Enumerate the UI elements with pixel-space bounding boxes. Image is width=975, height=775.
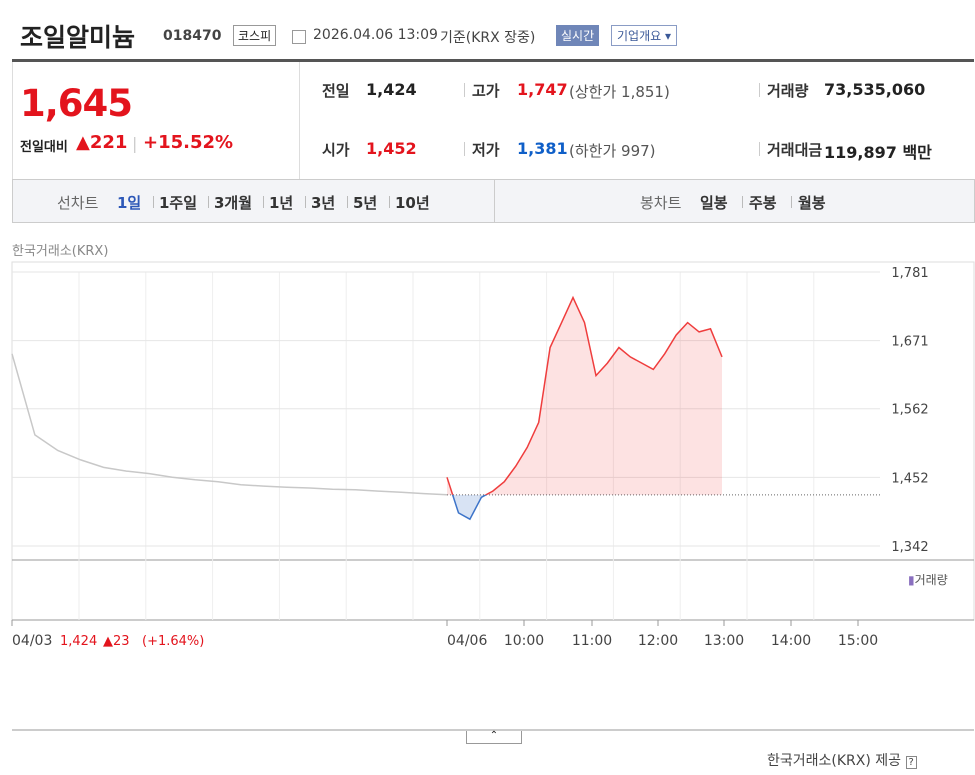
footer-text: 한국거래소(KRX) 제공	[767, 753, 902, 769]
tab-separator	[791, 196, 792, 208]
x-tick-label: 04/06	[447, 633, 487, 649]
period-tab[interactable]: 1주일	[159, 194, 198, 212]
market-badge: 코스피	[233, 25, 277, 46]
stock-code: 018470	[163, 28, 222, 44]
area-up	[447, 297, 722, 495]
tab-bar	[12, 179, 975, 223]
area-down	[452, 494, 486, 520]
tab-separator	[153, 196, 154, 208]
price-box	[12, 62, 300, 179]
stat-separator	[759, 83, 760, 97]
calendar-icon	[292, 30, 306, 44]
realtime-button[interactable]: 실시간	[556, 25, 600, 46]
stat-separator	[464, 83, 465, 97]
candle-tab[interactable]: 일봉	[700, 194, 728, 212]
candle-tab[interactable]: 월봉	[798, 194, 826, 212]
tab-separator	[208, 196, 209, 208]
plot-frame	[11, 261, 975, 621]
stat-label: 시가	[322, 141, 350, 159]
x-tick-label: 11:00	[572, 633, 612, 649]
period-tab[interactable]: 5년	[353, 194, 378, 212]
y-tick-label: 1,342	[891, 540, 928, 555]
divider: |	[132, 134, 138, 153]
x-tick-label: 14:00	[771, 633, 811, 649]
period-tab[interactable]: 1년	[269, 194, 294, 212]
x-tick-label: 10:00	[504, 633, 544, 649]
volume-label: 거래량	[914, 573, 948, 587]
tab-label: 선차트	[57, 194, 99, 212]
source: 한국거래소(KRX)	[12, 244, 109, 259]
stat-value: 119,897 백만	[824, 143, 932, 162]
change-label: 전일대비	[20, 140, 68, 155]
collapse-button[interactable]: ⌃	[466, 731, 522, 744]
period-tab[interactable]: 3년	[311, 194, 336, 212]
prev-rate: (+1.64%)	[142, 634, 204, 649]
period-tab[interactable]: 1일	[117, 194, 142, 212]
stat-label: 전일	[322, 82, 350, 100]
stat-value: 1,424	[366, 80, 417, 99]
tab-label: 봉차트	[640, 194, 682, 212]
stat-value: 73,535,060	[824, 80, 926, 99]
price-line-up	[446, 295, 723, 495]
tab-separator	[263, 196, 264, 208]
x-tick-label: 04/03	[12, 633, 52, 649]
tab-divider	[494, 180, 495, 222]
timestamp: 2026.04.06 13:09	[313, 27, 438, 43]
basis: 기준(KRX 장중)	[440, 30, 536, 46]
top-rule	[12, 59, 974, 62]
footer: 한국거래소(KRX) 제공 ?	[767, 750, 917, 770]
change-rate: +15.52%	[143, 132, 234, 153]
change: ▲221	[76, 132, 128, 153]
volume-legend: ▮거래량	[908, 573, 948, 587]
stat-note: (상한가 1,851)	[569, 83, 670, 101]
y-tick-label: 1,562	[891, 403, 928, 418]
stat-label: 거래대금	[767, 141, 823, 159]
period-tab[interactable]: 3개월	[214, 194, 253, 212]
y-tick-label: 1,452	[891, 471, 928, 486]
stat-value: 1,381	[517, 139, 568, 158]
tab-separator	[347, 196, 348, 208]
tab-separator	[305, 196, 306, 208]
stat-separator	[759, 142, 760, 156]
period-tab[interactable]: 10년	[395, 194, 430, 212]
stat-separator	[464, 142, 465, 156]
candle-tab[interactable]: 주봉	[749, 194, 777, 212]
tab-separator	[389, 196, 390, 208]
stock-name: 조일알미늄	[20, 23, 136, 52]
company-info-text: 기업개요	[617, 29, 662, 43]
company-info-button[interactable]: 기업개요 ▾	[611, 25, 678, 46]
y-tick-label: 1,781	[891, 266, 928, 281]
y-tick-label: 1,671	[891, 335, 928, 350]
stat-label: 고가	[472, 82, 500, 100]
x-tick-label: 13:00	[704, 633, 744, 649]
price-line	[11, 353, 448, 496]
current-price: 1,645	[20, 82, 133, 125]
stat-note: (하한가 997)	[569, 142, 656, 160]
prev-change: ▲23	[103, 634, 130, 649]
stat-value: 1,747	[517, 80, 568, 99]
stat-value: 1,452	[366, 139, 417, 158]
tab-separator	[742, 196, 743, 208]
stat-label: 저가	[472, 141, 500, 159]
prev-close: 1,424	[60, 634, 97, 649]
x-tick-label: 15:00	[838, 633, 878, 649]
x-tick-label: 12:00	[638, 633, 678, 649]
stat-label: 거래량	[767, 82, 809, 100]
